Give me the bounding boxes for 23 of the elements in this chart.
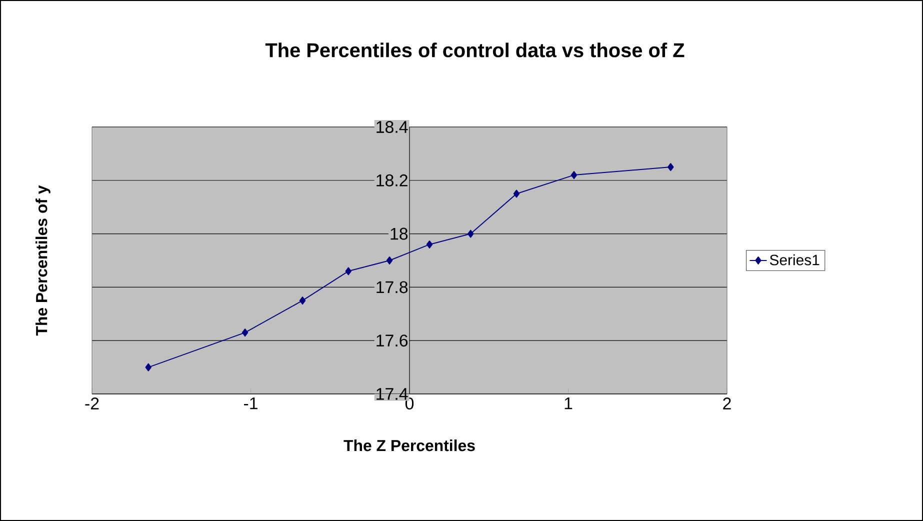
point	[668, 163, 674, 172]
x-axis-title: The Z Percentiles	[344, 440, 475, 452]
x-tick-label: -2	[85, 398, 99, 410]
y-tick-label: 18.2	[376, 174, 408, 186]
point	[570, 171, 578, 180]
point	[426, 240, 433, 248]
y-axis-title: The Percentiles of y	[36, 185, 50, 336]
chart-title: The Percentiles of control data vs those of Z	[265, 42, 684, 58]
y-tick-label: 18	[390, 228, 408, 240]
point	[513, 190, 520, 198]
point	[386, 256, 393, 264]
point	[468, 230, 474, 238]
point	[145, 363, 152, 372]
point	[345, 267, 352, 276]
x-tick-label: -1	[244, 398, 258, 410]
point	[299, 296, 306, 305]
y-tick-label: 17.8	[376, 281, 408, 294]
x-tick-label: 2	[723, 398, 731, 410]
legend-label: Series1	[770, 254, 820, 266]
x-tick-label: 1	[564, 398, 572, 410]
y-tick-label: 17.6	[376, 334, 408, 347]
y-tick-label: 18.4	[376, 120, 408, 133]
point	[242, 328, 248, 337]
